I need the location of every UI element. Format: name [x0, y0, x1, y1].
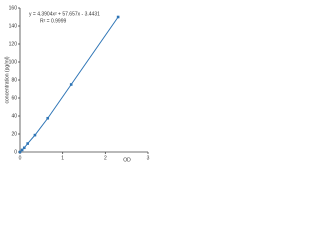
data-point — [69, 83, 73, 86]
y-tick-label: 0 — [14, 149, 17, 155]
data-point — [22, 146, 26, 150]
y-tick-label: 100 — [9, 59, 18, 65]
x-axis-label: OD — [123, 157, 131, 163]
y-tick-label: 80 — [11, 77, 17, 83]
data-point — [18, 150, 22, 154]
x-tick-label: 3 — [147, 155, 150, 161]
page: concentration (pg/ml) OD y = 4.3904x² + … — [4, 5, 150, 164]
y-axis-label: concentration (pg/ml) — [4, 56, 10, 103]
x-tick-label: 1 — [61, 155, 64, 161]
y-tick-label: 20 — [11, 131, 17, 137]
x-tick-label: 0 — [19, 155, 22, 161]
y-tick-label: 140 — [9, 23, 18, 29]
data-point — [116, 15, 120, 19]
y-tick-label: 60 — [11, 95, 17, 101]
y-tick-label: 120 — [9, 41, 18, 47]
annotation: y = 4.3904x² + 57.657x - 3.4431 — [29, 11, 100, 17]
data-point — [46, 116, 50, 120]
y-tick-label: 160 — [9, 5, 18, 11]
fit-line — [19, 16, 119, 153]
data-point — [20, 148, 24, 152]
chart: concentration (pg/ml) OD y = 4.3904x² + … — [4, 5, 150, 163]
data-point — [33, 133, 37, 137]
annotation: R² = 0.9999 — [40, 18, 66, 24]
data-point — [26, 142, 29, 145]
y-tick-label: 40 — [11, 113, 17, 119]
x-tick-label: 2 — [104, 155, 107, 161]
